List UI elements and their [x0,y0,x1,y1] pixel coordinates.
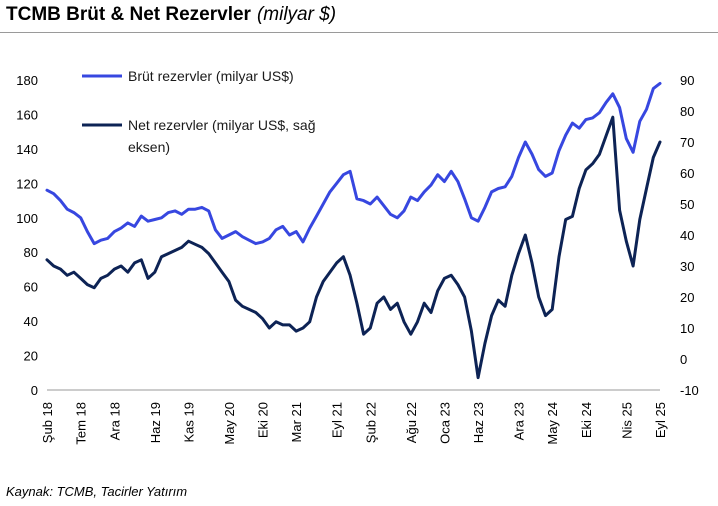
y-left-tick-label: 20 [24,349,38,364]
x-tick-label: Oca 23 [437,402,452,444]
chart-title-unit: (milyar $) [256,4,337,25]
x-tick-label: Mar 21 [289,402,304,442]
gross-reserves-line [45,81,662,246]
y-left-tick-label: 80 [24,245,38,260]
x-tick-label: Eyl 21 [330,402,345,438]
x-tick-label: Eki 24 [579,402,594,438]
y-right-tick-label: 30 [680,259,694,274]
y-left-tick-label: 160 [16,107,38,122]
source-note: Kaynak: TCMB, Tacirler Yatırım [6,484,188,499]
y-left-tick-label: 60 [24,280,38,295]
y-left-tick-label: 40 [24,314,38,329]
x-tick-label: Haz 19 [148,402,163,443]
y-left-tick-label: 100 [16,211,38,226]
y-right-tick-label: 40 [680,228,694,243]
x-tick-label: Eki 20 [256,402,271,438]
y-left-tick-label: 120 [16,176,38,191]
x-tick-label: Ağu 22 [404,402,419,443]
x-tick-label: May 24 [545,402,560,445]
y-left-tick-label: 180 [16,73,38,88]
y-right-tick-label: 70 [680,135,694,150]
net-reserves-line [45,115,662,380]
y-right-tick-label: -10 [680,383,699,398]
y-right-tick-label: 10 [680,321,694,336]
chart-title: TCMB Brüt & Net Rezervler (milyar $) [6,4,336,26]
chart-series [45,81,662,380]
x-tick-label: Ara 23 [512,402,527,440]
chart-axes: 0 20 40 60 80 100 120 140 160 180 -10 0 10 20 30 40 50 60… [16,73,699,445]
y-right-tick-label: 0 [680,352,687,367]
x-tick-label: Kas 19 [182,402,197,442]
legend-label-net: Net rezervler (milyar US$, sağ eksen) [128,117,316,155]
x-tick-label: Haz 23 [471,402,486,443]
x-tick-label: Şub 22 [363,402,378,443]
legend-label-gross: Brüt rezervler (milyar US$) [128,68,294,84]
y-left-tick-label: 140 [16,142,38,157]
chart-title-main: TCMB Brüt & Net Rezervler [6,4,251,25]
y-right-tick-label: 90 [680,73,694,88]
title-divider [0,32,718,33]
y-right-tick-label: 60 [680,166,694,181]
y-right-tick-label: 20 [680,290,694,305]
x-tick-label: Tem 18 [74,402,89,445]
x-tick-label: May 20 [222,402,237,445]
x-tick-label: Eyl 25 [653,402,668,438]
x-tick-label: Ara 18 [107,402,122,440]
x-tick-label: Şub 18 [40,402,55,443]
y-right-tick-label: 50 [680,197,694,212]
y-left-tick-label: 0 [31,383,38,398]
y-right-tick-label: 80 [680,104,694,119]
x-tick-label: Nis 25 [619,402,634,439]
chart-legend: Brüt rezervler (milyar US$) Net rezervle… [82,68,316,155]
